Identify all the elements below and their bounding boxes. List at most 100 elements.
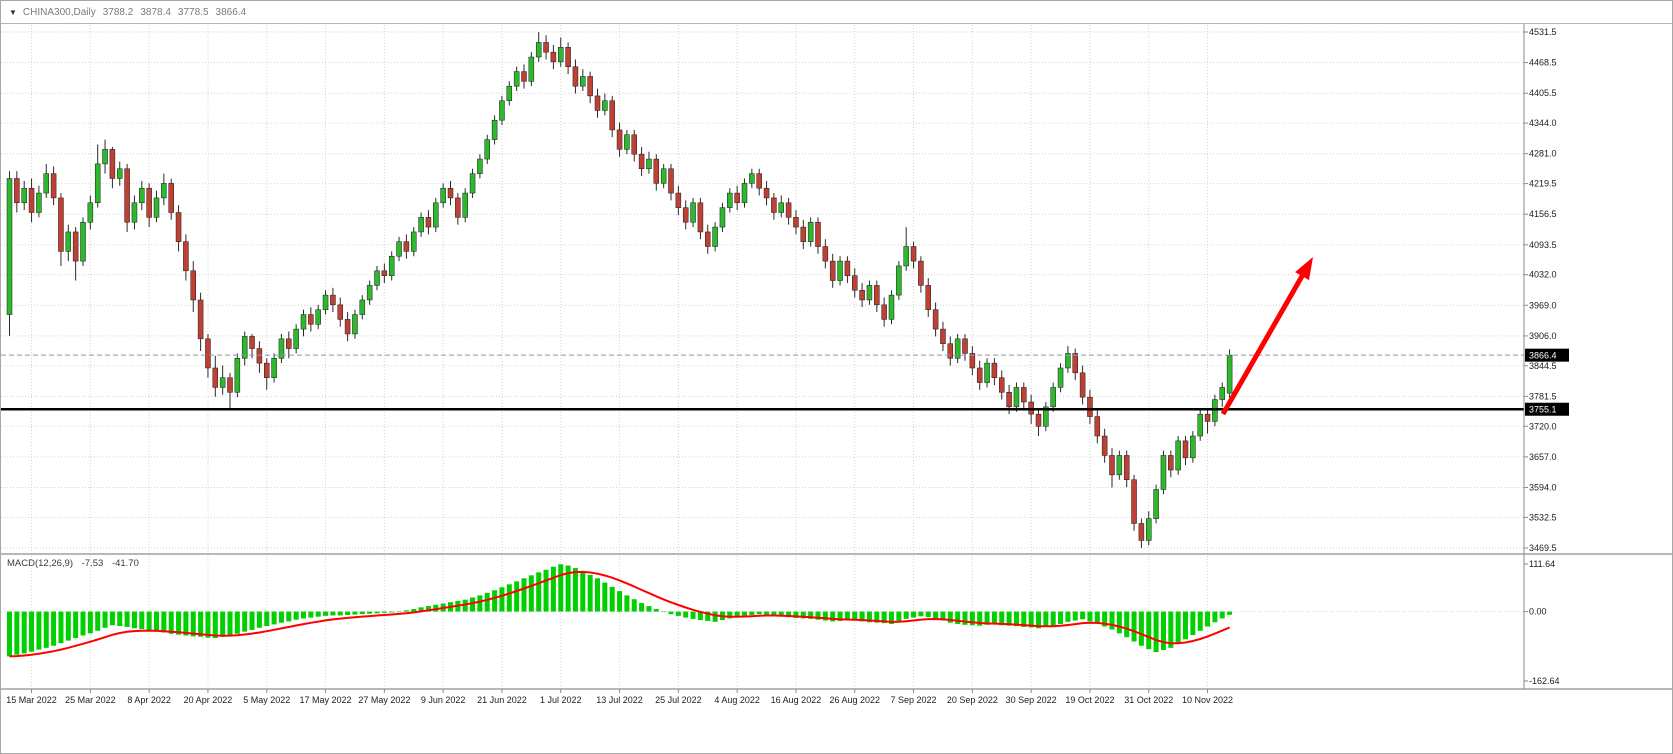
macd-histogram-bar: [514, 581, 520, 612]
candle-body: [241, 336, 248, 359]
symbol-dropdown-icon[interactable]: ▼: [9, 7, 17, 17]
price-axis[interactable]: 4531.5 4468.5 4405.5 4344.0 4281.0 4219.5 4156…: [1524, 27, 1569, 686]
candle-body: [1204, 413, 1211, 422]
macd-histogram-bar: [771, 611, 777, 616]
macd-histogram-bar: [271, 611, 277, 625]
trend-arrow-head[interactable]: [1295, 257, 1313, 281]
candle-body: [558, 47, 564, 63]
trend-arrow-shaft[interactable]: [1220, 269, 1308, 416]
time-axis[interactable]: 15 Mar 2022 25 Mar 2022 8 Apr 2022 20 Apr 2…: [6, 689, 1233, 705]
macd-histogram-bar: [190, 611, 196, 637]
candle-body: [1094, 416, 1101, 437]
candle-body: [1021, 387, 1027, 403]
date-tick-label: 13 Jul 2022: [596, 695, 643, 705]
candle-body: [969, 353, 976, 369]
macd-histogram-bar: [367, 611, 373, 614]
price-tick-label: 4531.5: [1529, 27, 1557, 37]
macd-histogram-bar: [242, 611, 248, 632]
macd-pane[interactable]: [7, 564, 1233, 658]
macd-histogram-bar: [330, 611, 336, 616]
macd-histogram-bar: [1131, 611, 1137, 642]
macd-histogram-bar: [220, 611, 226, 637]
candle-body: [124, 168, 130, 223]
candle-body: [844, 260, 851, 276]
candle-body: [910, 246, 917, 262]
candle-body: [1226, 354, 1233, 394]
macd-histogram-bar: [778, 611, 784, 617]
macd-histogram-bar: [793, 611, 799, 618]
candle-body: [653, 158, 660, 184]
candle-body: [1153, 489, 1159, 519]
candle-body: [535, 42, 542, 58]
macd-signal-line: [9, 570, 1231, 658]
macd-histogram-bar: [1094, 611, 1100, 624]
candle-body: [888, 294, 895, 320]
candle-body: [249, 336, 255, 349]
candle-body: [572, 66, 579, 87]
candle-body: [359, 299, 366, 315]
macd-histogram-bar: [249, 611, 255, 630]
macd-histogram-bar: [984, 611, 990, 625]
candle-body: [624, 134, 630, 150]
candle-body: [219, 377, 226, 388]
candle-body: [616, 129, 623, 150]
candle-body: [403, 241, 410, 252]
macd-histogram-bar: [786, 611, 792, 618]
candle-body: [587, 76, 593, 97]
macd-histogram-bar: [749, 611, 755, 616]
candle-body: [396, 241, 402, 257]
date-tick-label: 4 Aug 2022: [714, 695, 760, 705]
macd-histogram-bar: [389, 611, 395, 613]
macd-histogram-bar: [947, 611, 953, 623]
candle-body: [36, 192, 42, 213]
price-tick-label: 3532.5: [1529, 512, 1557, 522]
candle-body: [1182, 440, 1189, 459]
candle-body: [425, 217, 432, 228]
candle-body: [903, 246, 909, 267]
macd-histogram-bar: [712, 611, 718, 622]
candle-body: [447, 187, 454, 199]
date-tick-label: 20 Apr 2022: [184, 695, 233, 705]
candle-body: [1035, 413, 1042, 427]
candle-body: [947, 343, 954, 359]
annotations[interactable]: [1220, 257, 1313, 416]
candle-body: [1072, 353, 1078, 374]
candle-body: [131, 202, 138, 223]
macd-histogram-bar: [881, 611, 887, 624]
candle-body: [727, 192, 733, 208]
candle-body: [749, 173, 755, 184]
pane-dividers: [1, 23, 1672, 690]
macd-histogram-bar: [1058, 611, 1064, 624]
candle-body: [1175, 440, 1181, 471]
candle-body: [491, 119, 498, 140]
candle-body: [859, 289, 865, 301]
macd-histogram-bar: [1072, 611, 1078, 621]
candle-body: [14, 178, 20, 204]
candle-body: [1101, 435, 1108, 456]
candle-body: [477, 158, 483, 174]
price-tick-label: 3657.0: [1529, 452, 1557, 462]
candle-body: [705, 231, 711, 247]
macd-histogram-bar: [264, 611, 270, 627]
level-lines[interactable]: [1, 354, 1524, 411]
candle-body: [1123, 455, 1130, 480]
candle-body: [499, 100, 505, 121]
candle-body: [50, 173, 57, 199]
candles-layer[interactable]: [6, 32, 1233, 549]
candle-body: [1146, 518, 1152, 541]
candle-body: [234, 358, 241, 393]
date-tick-label: 10 Nov 2022: [1182, 695, 1233, 705]
candle-body: [212, 367, 219, 388]
candle-body: [366, 285, 373, 301]
macd-histogram-bar: [1153, 611, 1159, 653]
candle-body: [197, 299, 204, 340]
macd-histogram-bar: [543, 569, 549, 612]
macd-histogram-bar: [396, 611, 402, 613]
ohlc-low-value: 3778.5: [177, 6, 209, 18]
candle-body: [1065, 353, 1071, 369]
macd-histogram-bar: [852, 611, 858, 621]
candle-body: [146, 187, 152, 218]
macd-histogram-bar: [639, 603, 645, 612]
candle-body: [21, 187, 27, 204]
